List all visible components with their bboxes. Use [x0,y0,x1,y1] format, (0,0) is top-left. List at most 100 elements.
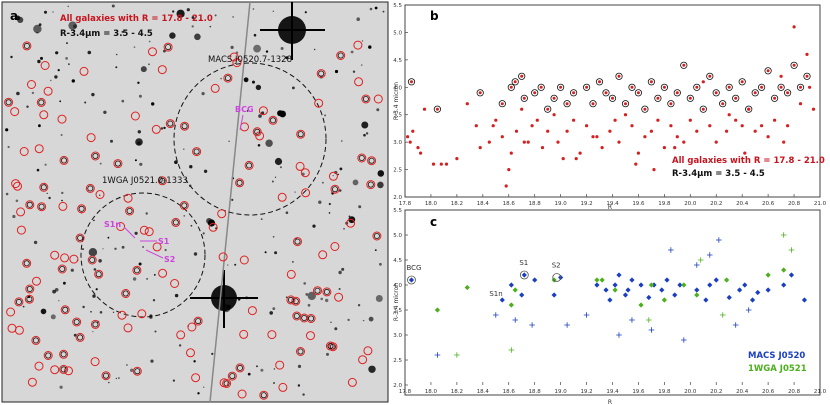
panel-c-point-plus [529,322,535,328]
galaxy-marker [292,311,302,321]
sky-image [1,1,389,403]
star [99,311,103,314]
panel-b-point-all [552,113,556,117]
star [328,212,331,214]
panel-b-point-selected [745,105,753,113]
star [280,47,284,50]
galaxy-marker [165,119,175,129]
star [214,14,217,17]
y-tick-label: 5.0 [393,233,402,239]
galaxy-marker-selected [133,267,140,274]
galaxy-marker [11,179,21,189]
panel-b-point-all [556,140,560,144]
star [347,318,350,322]
panel-b-point-all [682,140,686,144]
x-tick-label: 18.8 [529,201,542,207]
panel-b-point-selected-core [714,91,718,95]
star [374,249,377,252]
panel-b-point-all [688,118,692,122]
star [362,319,365,322]
star [377,181,384,189]
panel-c-point-diamond [408,277,415,283]
panel-b-point-selected [407,78,416,86]
x-tick-label: 17.8 [399,201,412,207]
panel-b-point-selected-core [773,96,777,100]
star [220,77,222,80]
star [150,359,154,363]
galaxy-marker-selected [45,352,52,359]
star [73,24,78,29]
panel-b-point-all [649,129,654,133]
panel-b-point-selected-core [747,107,751,111]
panel-b-point-all [422,107,427,111]
star [112,311,115,313]
panel-c-point-plus [780,232,787,238]
x-tick-label: 18.4 [477,389,490,395]
galaxy-marker-selected [26,296,33,303]
star [265,50,269,53]
panel-b-point-all [530,124,534,128]
star [139,162,143,166]
x-tick-label: 19.8 [658,201,671,207]
panel-c-point-diamond [694,287,700,293]
star [126,364,128,366]
panel-b-point-all [416,146,420,150]
galaxy-marker [130,111,140,121]
star [98,259,102,263]
star [93,268,97,271]
galaxy-marker [358,355,368,365]
star [334,69,339,74]
star [361,40,364,42]
panel-c-point-diamond [713,277,719,283]
galaxy-marker-selected [126,207,133,214]
panel-b-point-selected-core [669,102,673,106]
star [261,111,265,115]
x-tick-label: 20.0 [684,201,697,207]
galaxy-marker [86,133,96,143]
panel-c-highlight-ring [552,273,562,282]
galaxy-marker [291,296,301,306]
star [307,303,311,307]
panel-c-point-plus [681,337,687,343]
galaxy-marker [208,222,218,232]
panel-b-point-selected [796,83,805,91]
galaxy-marker-selected [308,315,315,322]
star [110,139,113,143]
panel-b-point-selected [790,61,798,69]
galaxy-marker [278,382,288,392]
panel-b-point-selected-core [591,102,595,106]
galaxy-marker-selected [23,260,30,267]
panel-b-point-selected [615,72,623,80]
galaxy-marker [75,332,85,342]
galaxy-marker-selected [172,219,179,226]
galaxy-marker [22,258,32,268]
star [269,311,274,315]
galaxy-marker [16,225,26,235]
panel-b-point-all [520,107,524,111]
panel-c-point-plus [648,327,655,333]
galaxy-marker [101,371,111,381]
star [352,179,359,186]
panel-b-point-selected [511,78,519,86]
galaxy-marker [77,204,87,214]
panel-b-point-selected [699,105,707,113]
galaxy-marker [347,377,357,387]
galaxy-marker [239,329,249,339]
star [357,304,361,307]
star [253,44,261,53]
galaxy-marker [43,86,53,96]
star [95,288,98,291]
panel-b-point-all [714,140,718,144]
panel-b-point-all [636,151,641,155]
galaxy-marker [158,268,168,278]
panel-c-point-diamond [661,297,667,303]
star [256,365,258,368]
panel-b-point-selected [751,89,759,97]
x-tick-label: 20.4 [736,389,749,395]
panel-b-point-all [613,118,617,122]
galaxy-marker [60,253,70,263]
galaxy-marker [180,121,190,131]
panel-b-point-selected [725,83,733,91]
star [50,314,56,320]
star [301,172,305,176]
